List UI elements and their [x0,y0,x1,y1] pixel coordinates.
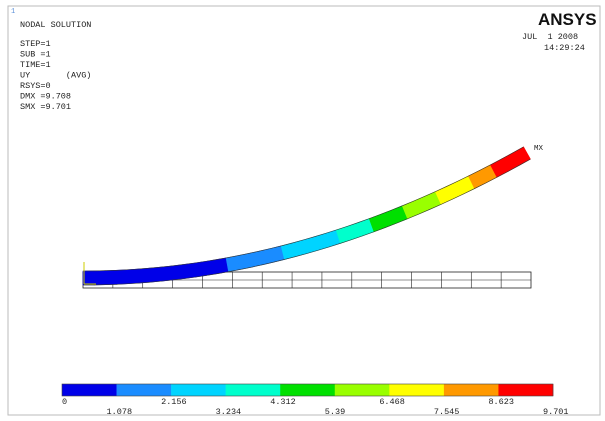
legend-label: 9.701 [543,407,569,417]
plot-title: NODAL SOLUTION [20,20,91,30]
legend-swatch [498,384,553,396]
beam-segment [160,266,173,281]
legend-swatch [444,384,499,396]
beam-segment [127,269,139,284]
legend-label: 3.234 [216,407,242,417]
legend-label: 1.078 [107,407,133,417]
legend-swatch [280,384,335,396]
legend-label: 2.156 [161,397,187,407]
legend-label: 4.312 [270,397,296,407]
legend-label: 8.623 [488,397,514,407]
logo: ANSYS [538,10,597,29]
window-number: 1 [11,8,15,16]
ansys-window: 1 NODAL SOLUTION STEP=1SUB =1TIME=1UY (A… [0,0,605,421]
date: JUL 1 2008 [522,32,578,42]
beam-segment [83,271,94,285]
legend-swatch [226,384,281,396]
header-line: DMX =9.708 [20,92,71,102]
header-line: UY (AVG) [20,71,91,81]
legend-swatch [171,384,226,396]
legend-swatch [117,384,172,396]
legend-label: 7.545 [434,407,460,417]
beam-segment [116,270,128,285]
legend-label: 6.468 [379,397,405,407]
header-line: RSYS=0 [20,81,51,91]
max-marker: MX [534,145,544,153]
page: 1 NODAL SOLUTION STEP=1SUB =1TIME=1UY (A… [0,0,605,421]
header-line: SUB =1 [20,50,51,60]
legend-swatch [62,384,117,396]
header-line: TIME=1 [20,60,51,70]
header-line: STEP=1 [20,39,51,49]
beam-segment [171,265,184,280]
header-line: SMX =9.701 [20,102,71,112]
legend-label: 5.39 [325,407,345,417]
beam-segment [105,270,117,284]
beam-segment [138,268,150,283]
beam-segment [149,267,161,282]
legend-swatch [389,384,444,396]
legend-swatch [335,384,390,396]
frame [8,6,600,415]
beam-segment [94,271,105,285]
time: 14:29:24 [544,43,585,53]
beam-segment [182,263,195,278]
legend-label: 0 [62,397,67,407]
